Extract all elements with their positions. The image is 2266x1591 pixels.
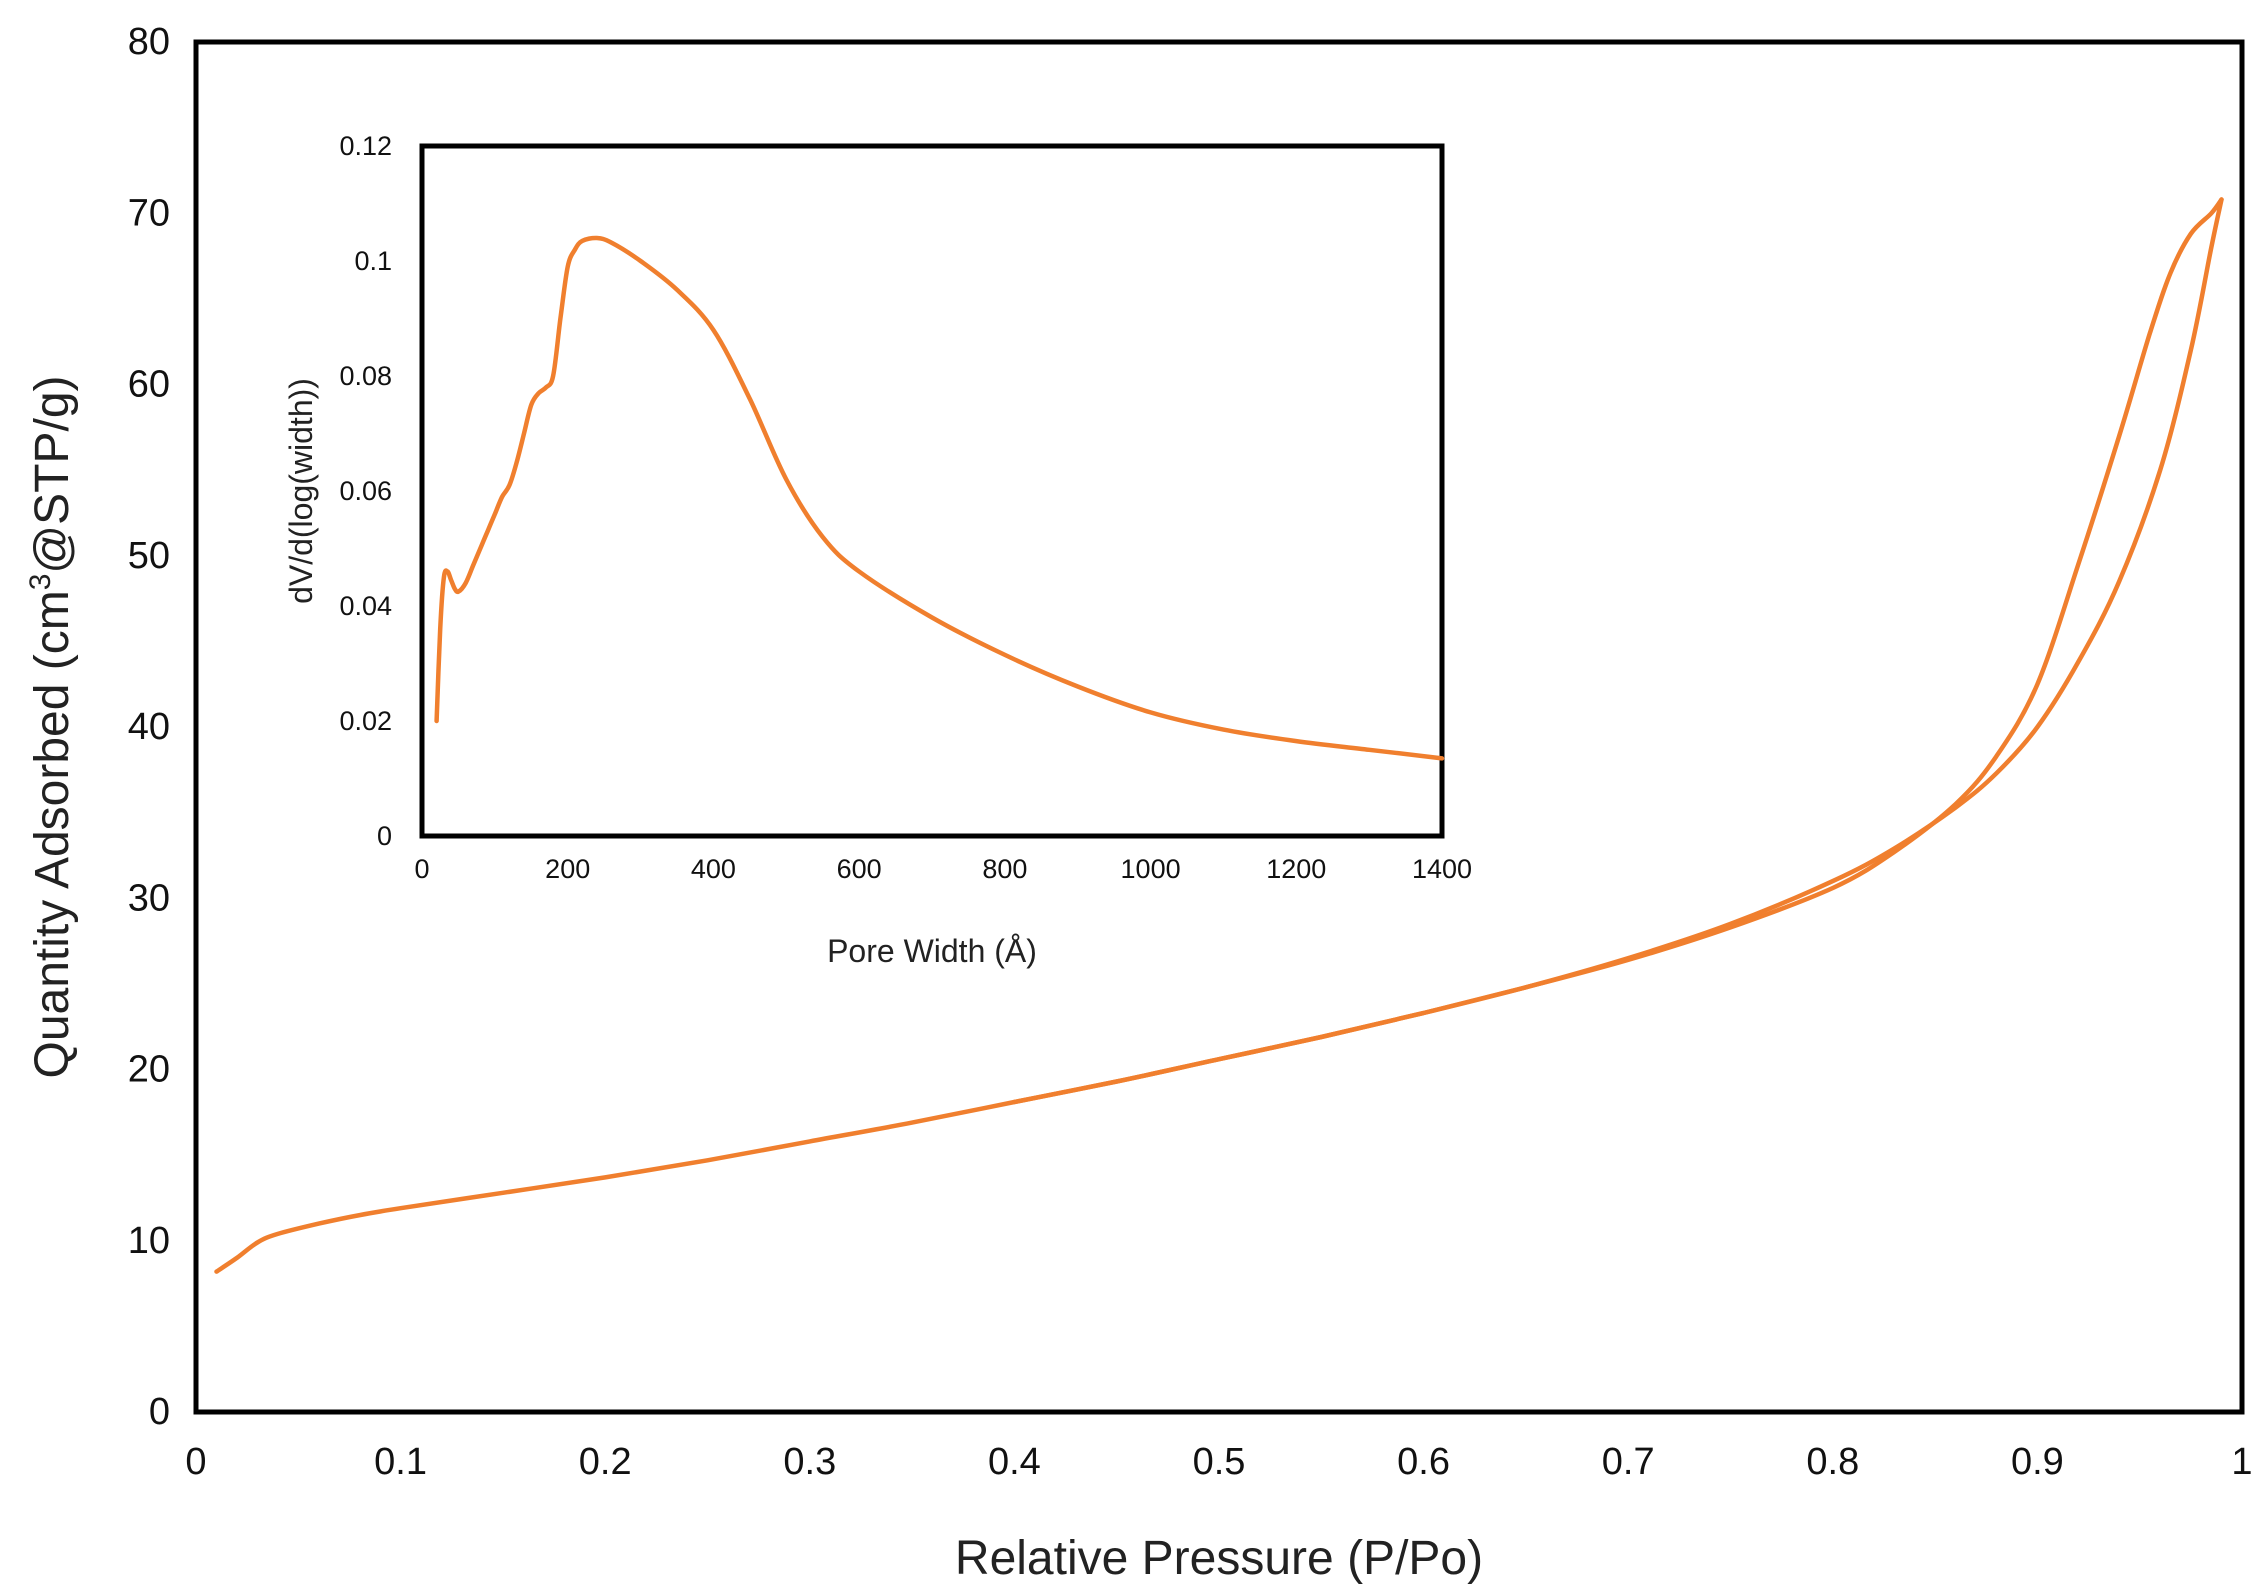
inset-x-tick-label: 1000 <box>1121 854 1181 884</box>
main-x-tick-label: 0.5 <box>1193 1441 1246 1483</box>
main-series-lines <box>214 197 2224 1274</box>
main-x-tick-label: 0.9 <box>2011 1441 2064 1483</box>
inset-y-tick-label: 0.12 <box>339 131 392 161</box>
inset-x-tick-label: 1200 <box>1266 854 1326 884</box>
main-y-axis-title-superscript: 3 <box>24 574 57 591</box>
inset-x-tick-label: 400 <box>691 854 736 884</box>
inset-y-axis-title: dV/d(log(width)) <box>283 378 319 604</box>
main-chart: 0 0.1 0.2 0.3 0.4 0.5 0.6 0.7 0.8 0.9 1 0102030405… <box>24 21 2253 1585</box>
main-x-tick-label: 0.8 <box>1806 1441 1859 1483</box>
main-x-tick-label: 0.6 <box>1397 1441 1450 1483</box>
main-plot-frame <box>193 39 2245 1415</box>
main-y-tick-labels: 0 10 20 30 40 50 60 70 80 <box>128 21 170 1433</box>
main-y-tick-label: 50 <box>128 535 170 577</box>
inset-y-tick-label: 0 <box>377 821 392 851</box>
main-y-tick-label: 60 <box>128 364 170 406</box>
inset-x-tick-labels: 0 200 400 600 800 1000 1200 1400 <box>414 854 1472 884</box>
inset-background <box>422 146 1442 836</box>
inset-x-tick-label: 600 <box>837 854 882 884</box>
main-x-tick-label: 1 <box>2231 1441 2252 1483</box>
inset-y-tick-label: 0.06 <box>339 476 392 506</box>
main-x-tick-label: 0.4 <box>988 1441 1041 1483</box>
main-y-tick-label: 80 <box>128 21 170 63</box>
main-y-tick-label: 40 <box>128 706 170 748</box>
inset-y-tick-label: 0.04 <box>339 591 392 621</box>
main-y-tick-label: 30 <box>128 877 170 919</box>
inset-plot-frame <box>419 143 1445 839</box>
inset-x-tick-label: 1400 <box>1412 854 1472 884</box>
main-x-axis-title: Relative Pressure (P/Po) <box>955 1532 1483 1585</box>
inset-x-tick-label: 200 <box>545 854 590 884</box>
inset-y-tick-labels: 0 0.02 0.04 0.06 0.08 0.1 0.12 <box>339 131 392 851</box>
main-y-axis-title: Quantity Adsorbed (cm3@STP/g) <box>24 375 79 1078</box>
main-y-axis-title-suffix: @STP/g) <box>26 375 79 573</box>
main-x-tick-label: 0.7 <box>1602 1441 1655 1483</box>
inset-y-tick-label: 0.02 <box>339 706 392 736</box>
inset-series-lines <box>434 235 1445 761</box>
main-x-tick-label: 0.2 <box>579 1441 632 1483</box>
inset-x-tick-label: 800 <box>982 854 1027 884</box>
inset-y-tick-label: 0.08 <box>339 361 392 391</box>
main-series-desorption-line <box>1012 197 2224 1105</box>
inset-x-axis-title: Pore Width (Å) <box>827 933 1037 969</box>
main-y-tick-label: 70 <box>128 192 170 234</box>
main-x-tick-label: 0 <box>185 1441 206 1483</box>
main-x-tick-label: 0.1 <box>374 1441 427 1483</box>
inset-y-tick-label: 0.1 <box>354 246 392 276</box>
main-y-axis-title-prefix: Quantity Adsorbed (cm <box>26 590 79 1078</box>
main-x-tick-labels: 0 0.1 0.2 0.3 0.4 0.5 0.6 0.7 0.8 0.9 1 <box>185 1441 2252 1483</box>
main-y-tick-label: 20 <box>128 1049 170 1091</box>
inset-x-tick-label: 0 <box>414 854 429 884</box>
main-y-tick-label: 10 <box>128 1220 170 1262</box>
inset-series-pore-size-distribution-line <box>434 235 1445 761</box>
main-y-tick-label: 0 <box>149 1391 170 1433</box>
main-x-tick-label: 0.3 <box>783 1441 836 1483</box>
inset-chart: 0 200 400 600 800 1000 1200 1400 00.020.040.060… <box>283 131 1472 969</box>
